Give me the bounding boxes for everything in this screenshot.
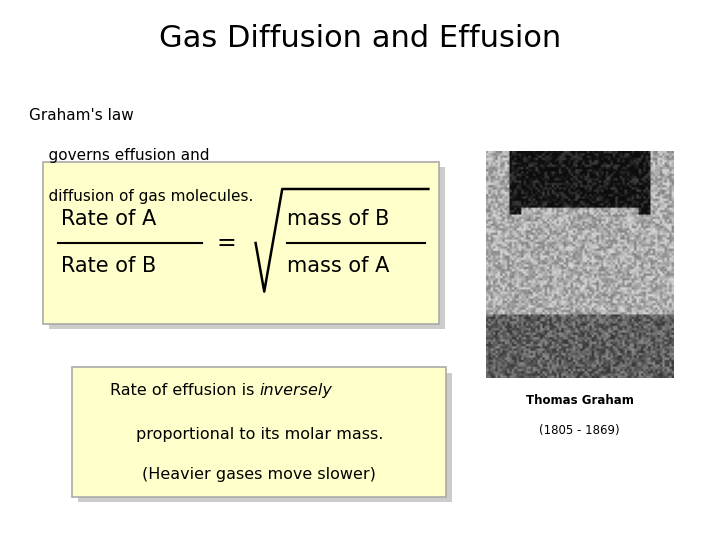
- Text: inversely: inversely: [259, 383, 332, 399]
- Text: (Heavier gases move slower): (Heavier gases move slower): [143, 467, 376, 482]
- FancyBboxPatch shape: [72, 367, 446, 497]
- Text: Gas Diffusion and Effusion: Gas Diffusion and Effusion: [159, 24, 561, 53]
- Text: =: =: [216, 231, 235, 255]
- Text: Rate of A: Rate of A: [61, 210, 156, 230]
- Text: mass of B: mass of B: [287, 210, 390, 230]
- Text: Thomas Graham: Thomas Graham: [526, 394, 634, 407]
- Text: (1805 - 1869): (1805 - 1869): [539, 424, 620, 437]
- FancyBboxPatch shape: [49, 167, 445, 329]
- FancyBboxPatch shape: [43, 162, 439, 324]
- Text: diffusion of gas molecules.: diffusion of gas molecules.: [29, 189, 253, 204]
- Text: Graham's law: Graham's law: [29, 108, 133, 123]
- Text: mass of A: mass of A: [287, 256, 390, 276]
- Text: Rate of B: Rate of B: [61, 256, 156, 276]
- Text: proportional to its molar mass.: proportional to its molar mass.: [135, 427, 383, 442]
- FancyBboxPatch shape: [78, 373, 452, 502]
- Text: governs effusion and: governs effusion and: [29, 148, 210, 164]
- Text: Rate of effusion is: Rate of effusion is: [109, 383, 259, 399]
